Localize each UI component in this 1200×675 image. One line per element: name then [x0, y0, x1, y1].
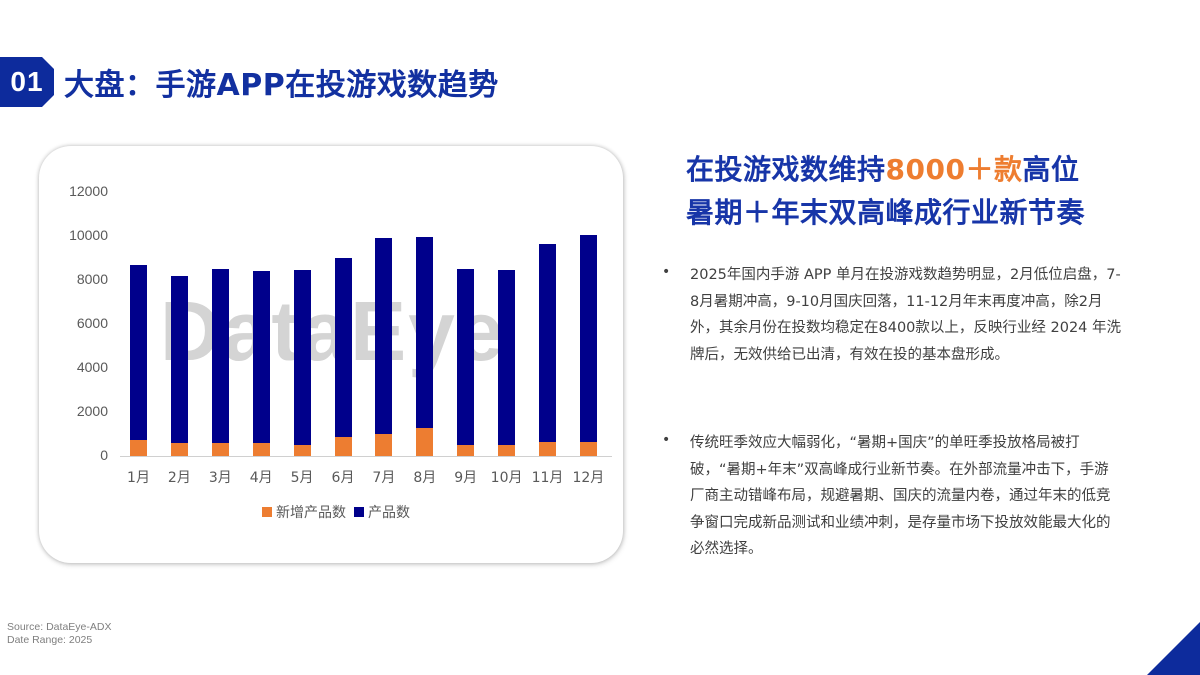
bar-new-product-count	[211, 442, 229, 456]
page-title: 大盘：手游APP在投游戏数趋势	[64, 68, 499, 103]
y-axis-tick: 12000	[69, 183, 108, 199]
x-axis-tick: 6月	[331, 470, 355, 486]
bullet-paragraph-2: 传统旺季效应大幅弱化，“暑期+国庆”的单旺季投放格局被打破，“暑期+年末”双高峰…	[690, 435, 1111, 557]
bar-new-product-count	[252, 442, 270, 456]
bar-product-count	[579, 234, 597, 456]
headline-text: 高位	[1022, 153, 1080, 186]
bullet-marker: •	[662, 264, 671, 280]
bar-product-count	[130, 264, 147, 456]
x-axis-line	[120, 456, 612, 457]
headline-text: 在投游戏数维持	[686, 153, 886, 186]
bar-new-product-count	[334, 437, 352, 456]
bar-new-product-count	[130, 439, 147, 456]
bar-new-product-count	[170, 442, 188, 456]
legend-label-new: 新增产品数	[276, 505, 346, 521]
bar-product-count	[293, 270, 311, 456]
bar-product-count	[334, 258, 352, 456]
bar-product-count	[498, 270, 516, 456]
y-axis-tick: 4000	[76, 359, 108, 375]
x-axis-tick: 11月	[531, 470, 564, 486]
bar-product-count	[457, 269, 475, 456]
bar-product-count	[211, 269, 229, 456]
bar-product-count	[252, 271, 270, 456]
headline-highlight: 8000＋款	[885, 153, 1023, 186]
legend-swatch-total	[354, 507, 364, 517]
date-range-label: Date Range: 2025	[7, 634, 93, 646]
x-axis-tick: 3月	[208, 470, 232, 486]
x-axis-tick: 1月	[127, 470, 150, 486]
bullet-paragraph-1: 2025年国内手游 APP 单月在投游戏数趋势明显，2月低位启盘，7-8月暑期冲…	[690, 267, 1122, 363]
bullet-marker: •	[662, 432, 671, 448]
bar-new-product-count	[498, 445, 516, 456]
bar-new-product-count	[293, 445, 311, 456]
x-axis-tick: 12月	[572, 470, 605, 486]
bar-new-product-count	[375, 434, 393, 456]
source-note: Source: DataEye-ADX Date Range: 2025	[7, 621, 111, 647]
bar-new-product-count	[539, 441, 556, 456]
y-axis-tick: 0	[100, 447, 108, 463]
y-axis-tick: 2000	[76, 403, 108, 419]
bar-product-count	[375, 238, 393, 456]
headline-line-1: 在投游戏数维持8000＋款高位	[686, 148, 1079, 188]
bar-new-product-count	[457, 445, 475, 456]
bar-product-count	[539, 243, 556, 456]
x-axis-tick: 4月	[249, 470, 273, 486]
corner-decoration	[1147, 622, 1200, 675]
legend-label-total: 产品数	[368, 505, 410, 521]
bar-product-count	[170, 275, 188, 456]
x-axis-tick: 10月	[490, 470, 523, 486]
x-axis-tick: 8月	[413, 470, 437, 486]
bar-new-product-count	[579, 441, 597, 456]
legend-swatch-new	[262, 507, 272, 517]
section-number-badge: 01	[0, 57, 54, 107]
x-axis-tick: 7月	[372, 470, 396, 486]
bar-product-count	[416, 237, 434, 456]
chart-legend: 新增产品数 产品数	[262, 502, 410, 522]
x-axis-tick: 2月	[167, 470, 191, 486]
y-axis-tick: 6000	[76, 315, 108, 331]
y-axis-tick: 10000	[69, 227, 108, 243]
x-axis-tick: 5月	[290, 470, 314, 486]
headline-line-2: 暑期＋年末双高峰成行业新节奏	[686, 196, 1086, 229]
x-axis-tick: 9月	[454, 470, 478, 486]
y-axis-tick: 8000	[76, 271, 108, 287]
source-label: Source: DataEye-ADX	[7, 621, 112, 633]
bar-new-product-count	[416, 428, 434, 456]
